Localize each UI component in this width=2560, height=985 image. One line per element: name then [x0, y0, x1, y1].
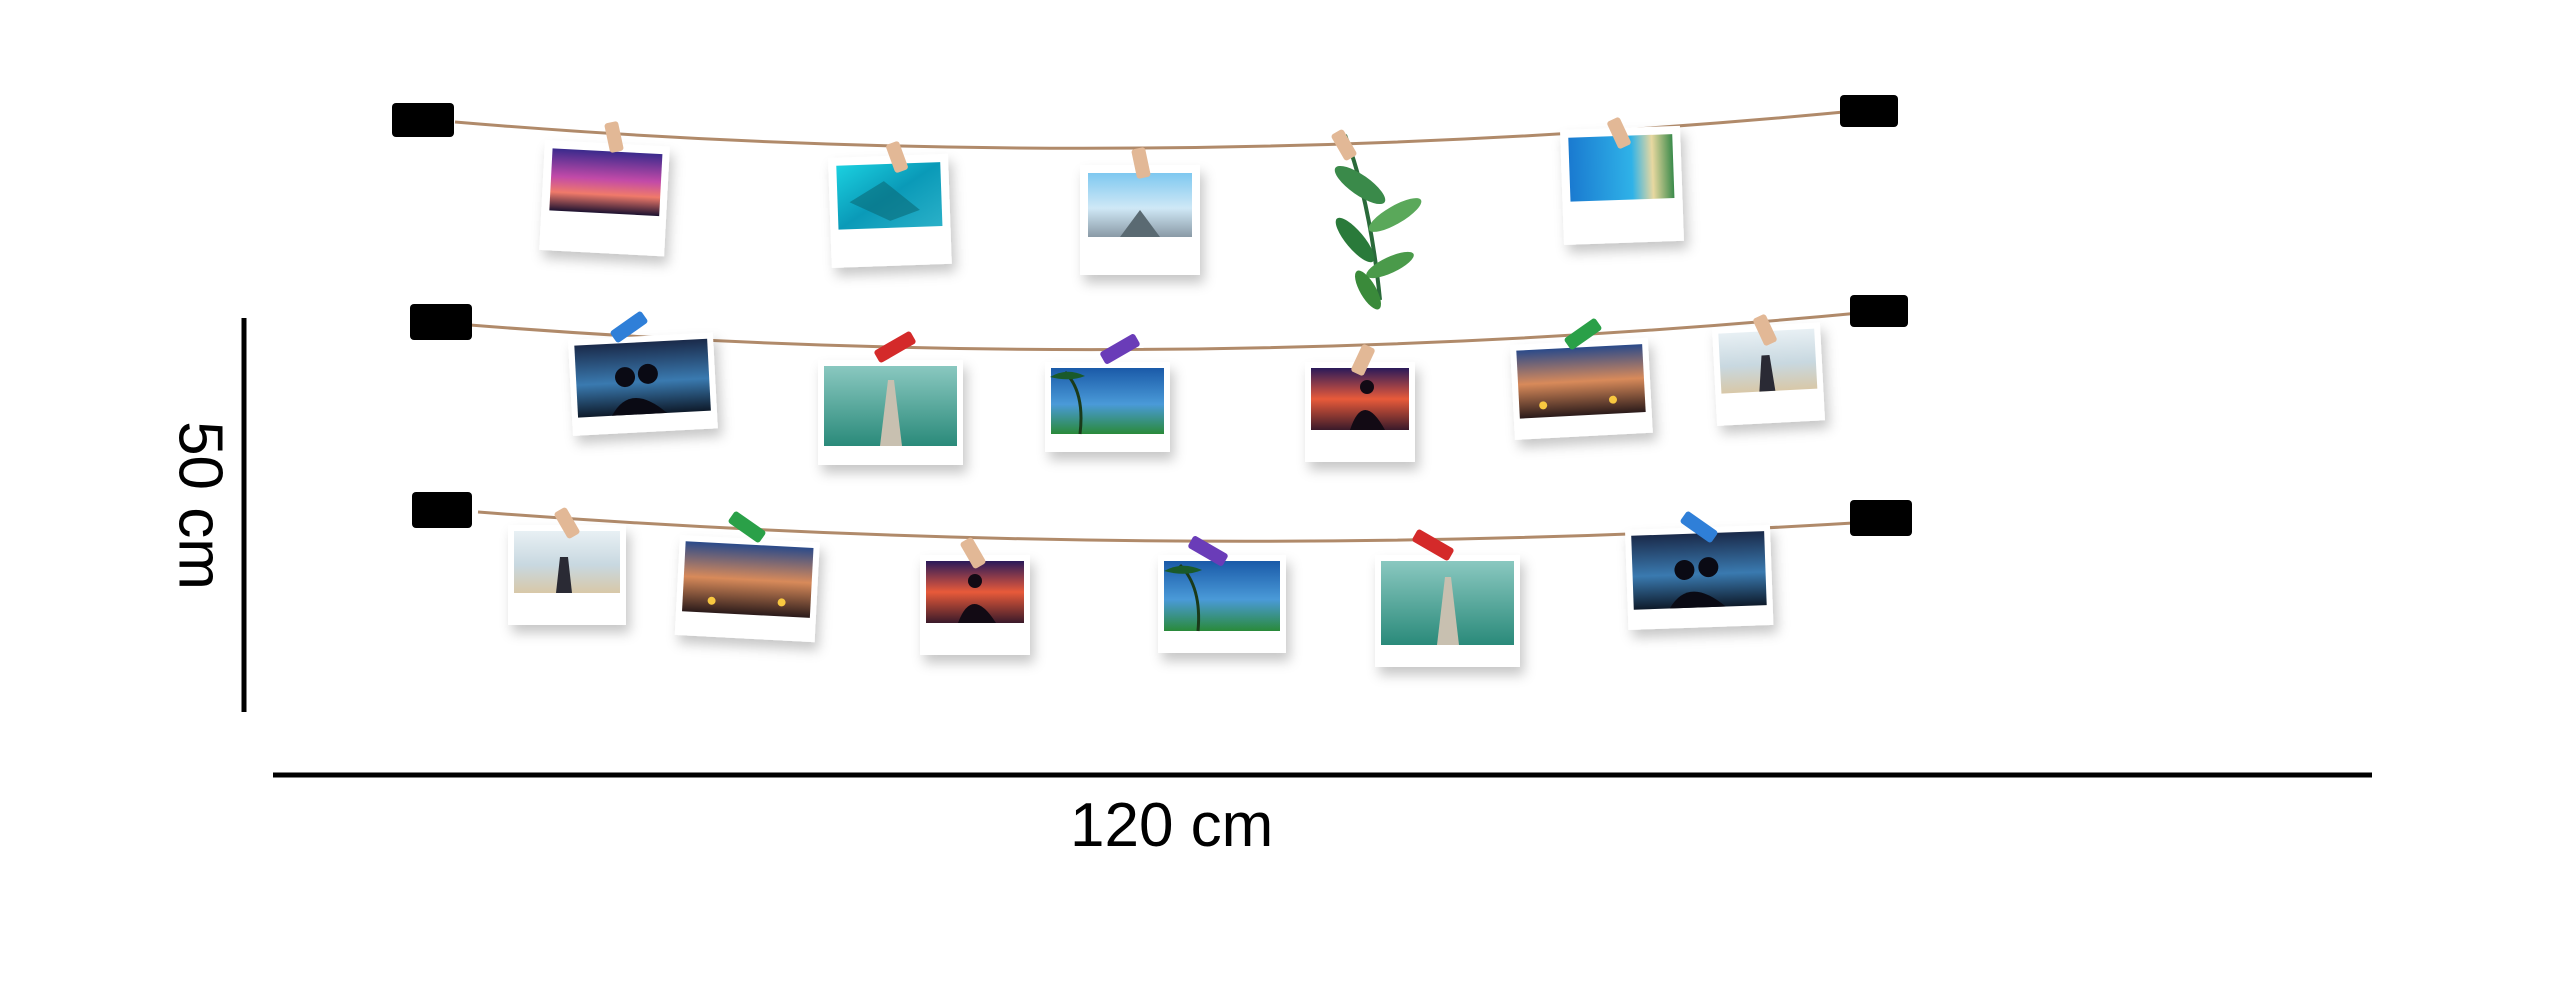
clothespin-clip [554, 507, 580, 539]
photo-card [508, 525, 626, 625]
wall-anchor [410, 304, 472, 340]
clothespin-clip [610, 311, 648, 343]
photo-image [549, 148, 663, 217]
clothespin-clip [728, 511, 766, 543]
photo-card [1510, 337, 1653, 440]
clothespin-clip [1680, 511, 1718, 543]
photo-card [1712, 322, 1825, 426]
clothespin-clip [874, 331, 916, 363]
photo-image [1516, 344, 1646, 419]
photo-card [818, 360, 963, 465]
wall-anchor [392, 103, 454, 137]
photo-card [1305, 362, 1415, 462]
clothespin-clip [886, 141, 908, 173]
height-label: 50 cm [165, 421, 235, 590]
clothespin-clip [1331, 129, 1357, 161]
hanging-plant [1334, 134, 1422, 310]
clothespin-clip [1607, 117, 1631, 149]
photo-card [674, 535, 820, 643]
photo-card [568, 332, 718, 436]
clothespin-clip [1100, 334, 1140, 364]
photo-image [1568, 134, 1675, 202]
photo-card [1158, 555, 1286, 653]
clothespin-clip [1412, 529, 1454, 561]
wall-anchor [412, 492, 472, 528]
photo-card [828, 153, 952, 268]
wall-anchor [1850, 295, 1908, 327]
photo-card [1375, 555, 1520, 667]
photo-card [1045, 362, 1170, 452]
photo-card [539, 140, 670, 257]
wall-anchor [1840, 95, 1898, 127]
photo-card [1560, 125, 1684, 245]
photo-image [682, 541, 814, 618]
clothespin-clip [1188, 536, 1228, 566]
photo-card [920, 555, 1030, 655]
clothespin-clip [604, 121, 624, 153]
width-label: 120 cm [1070, 791, 1274, 860]
clothespin-clip [960, 537, 986, 569]
clothespin-clip [1351, 344, 1375, 376]
wall-anchor [1850, 500, 1912, 536]
clothespin-clip [1753, 314, 1777, 346]
clothespin-clip [1131, 147, 1151, 179]
photo-card [1625, 524, 1774, 630]
clothespin-clip [1564, 318, 1602, 350]
photo-card [1080, 165, 1200, 275]
